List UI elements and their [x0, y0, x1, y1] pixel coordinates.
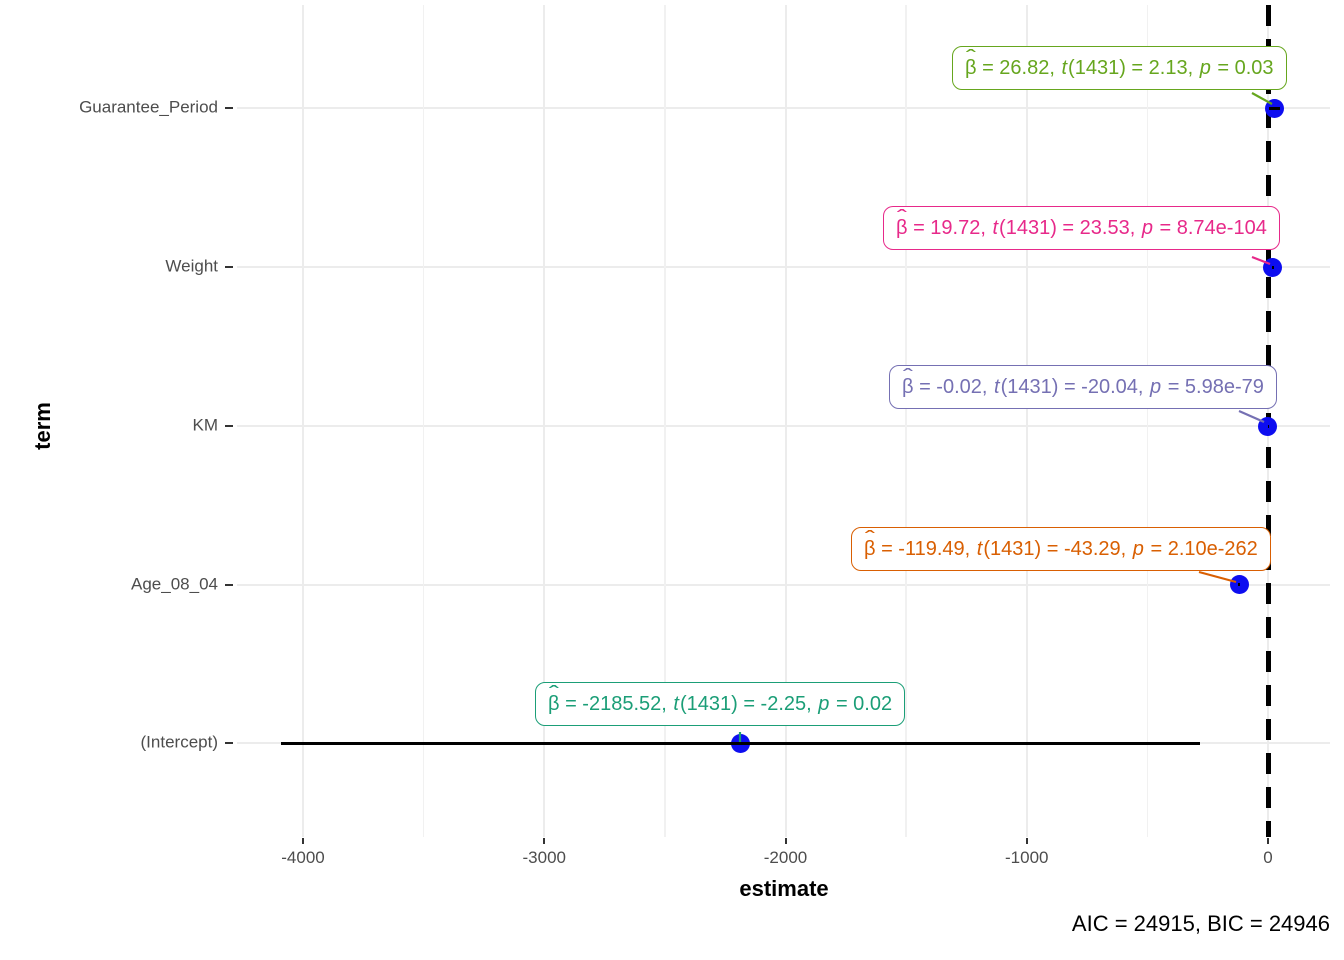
x-tick-label: -4000 — [281, 848, 325, 867]
y-tick-label: Weight — [165, 256, 218, 276]
stat-symbol: t — [1061, 57, 1068, 79]
stat-text: (1431) = -2.25, — [679, 693, 818, 715]
gridline-horizontal — [237, 107, 1330, 109]
stat-label-box: β = -0.02, t(1431) = -20.04, p = 5.98e-7… — [889, 365, 1277, 409]
y-axis-tick — [225, 742, 233, 744]
stat-symbol: p — [1150, 376, 1162, 398]
gridline-vertical-major — [302, 5, 304, 837]
gridline-horizontal — [237, 266, 1330, 268]
stat-symbol: t — [673, 693, 679, 715]
stat-label-box: β = 19.72, t(1431) = 23.53, p = 8.74e-10… — [883, 206, 1280, 250]
x-axis-title: estimate — [739, 876, 829, 901]
x-tick-label: 0 — [1263, 848, 1273, 867]
x-tick-label: -2000 — [763, 848, 808, 867]
gridline-vertical-minor — [422, 5, 425, 837]
beta-hat-symbol: β — [902, 374, 914, 400]
gridline-horizontal — [237, 425, 1330, 427]
stat-text: = -119.49, — [875, 538, 976, 560]
stat-symbol: t — [994, 376, 1000, 398]
gridline-vertical-major — [543, 5, 546, 837]
confidence-interval-whisker — [1267, 424, 1270, 428]
stat-symbol: t — [992, 217, 999, 239]
gridline-vertical-major — [1025, 5, 1028, 837]
beta-hat-symbol: β — [965, 55, 977, 81]
x-axis-tick — [1025, 838, 1028, 844]
stat-text: = 0.02 — [830, 693, 893, 715]
stat-label-box: β = -2185.52, t(1431) = -2.25, p = 0.02 — [535, 682, 906, 726]
gridline-vertical-major — [784, 5, 787, 837]
stat-text: = 26.82, — [976, 57, 1061, 79]
stat-text: = 8.74e-104 — [1153, 217, 1267, 239]
x-axis-tick — [302, 838, 304, 844]
y-axis-tick — [225, 107, 233, 109]
stat-text: (1431) = -20.04, — [1000, 376, 1150, 398]
x-axis-tick — [1267, 838, 1269, 844]
beta-hat-symbol: β — [864, 536, 876, 562]
x-axis-tick — [784, 838, 787, 844]
confidence-interval-whisker — [1272, 265, 1274, 269]
y-axis-tick — [225, 583, 233, 586]
y-tick-label: KM — [192, 415, 219, 435]
confidence-interval-whisker — [281, 741, 1201, 745]
stat-text: = 0.03 — [1211, 57, 1274, 79]
y-tick-label: Age_08_04 — [131, 574, 218, 594]
model-fit-caption: AIC = 24915, BIC = 24946 — [1071, 911, 1330, 936]
confidence-interval-whisker — [1237, 583, 1241, 586]
y-tick-label: (Intercept) — [140, 732, 218, 752]
stat-text: = -2185.52, — [559, 693, 673, 715]
plot-panel: β = 26.82, t(1431) = 2.13, p = 0.03β = 1… — [237, 5, 1330, 837]
gridline-vertical-minor — [1146, 5, 1149, 837]
y-tick-label: Guarantee_Period — [79, 97, 218, 117]
confidence-interval-whisker — [1268, 106, 1281, 110]
stat-text: = 19.72, — [907, 217, 992, 239]
y-axis-tick — [225, 425, 233, 427]
beta-hat-symbol: β — [896, 215, 908, 241]
stat-symbol: t — [976, 538, 983, 560]
stat-symbol: p — [818, 693, 830, 715]
stat-symbol: p — [1141, 217, 1153, 239]
stat-text: = 5.98e-79 — [1162, 376, 1264, 398]
stat-label-box: β = -119.49, t(1431) = -43.29, p = 2.10e… — [851, 527, 1271, 571]
x-tick-label: -1000 — [1005, 848, 1049, 867]
gridline-vertical-minor — [664, 5, 666, 837]
y-axis-tick — [225, 266, 233, 268]
beta-hat-symbol: β — [548, 691, 560, 717]
x-axis-tick — [543, 838, 546, 844]
stat-text: (1431) = 2.13, — [1068, 57, 1199, 79]
stat-text: (1431) = -43.29, — [983, 538, 1132, 560]
stat-text: (1431) = 23.53, — [999, 217, 1141, 239]
stat-text: = 2.10e-262 — [1144, 538, 1258, 560]
gridline-horizontal — [237, 583, 1330, 586]
x-tick-label: -3000 — [522, 848, 566, 867]
stat-text: = -0.02, — [913, 376, 994, 398]
stat-label-box: β = 26.82, t(1431) = 2.13, p = 0.03 — [952, 46, 1287, 90]
stat-symbol: p — [1132, 538, 1144, 560]
stat-symbol: p — [1199, 57, 1211, 79]
gridline-vertical-minor — [905, 5, 907, 837]
